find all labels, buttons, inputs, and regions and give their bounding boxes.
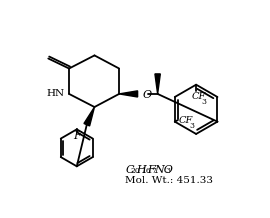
Text: CF: CF [191,92,206,101]
Polygon shape [119,91,138,97]
Polygon shape [155,74,160,94]
Polygon shape [84,107,94,126]
Text: Mol. Wt.: 451.33: Mol. Wt.: 451.33 [125,175,213,185]
Text: 16: 16 [141,167,151,175]
Text: 3: 3 [189,122,194,130]
Text: H: H [136,165,146,175]
Text: C: C [125,165,134,175]
Text: HN: HN [47,89,65,98]
Text: NO: NO [154,165,173,175]
Text: 7: 7 [151,167,156,175]
Text: F: F [147,165,155,175]
Text: 20: 20 [131,167,140,175]
Text: 3: 3 [165,167,170,175]
Text: F: F [73,131,81,141]
Text: 3: 3 [201,98,207,106]
Text: CF: CF [179,116,193,125]
Text: O: O [142,90,151,100]
